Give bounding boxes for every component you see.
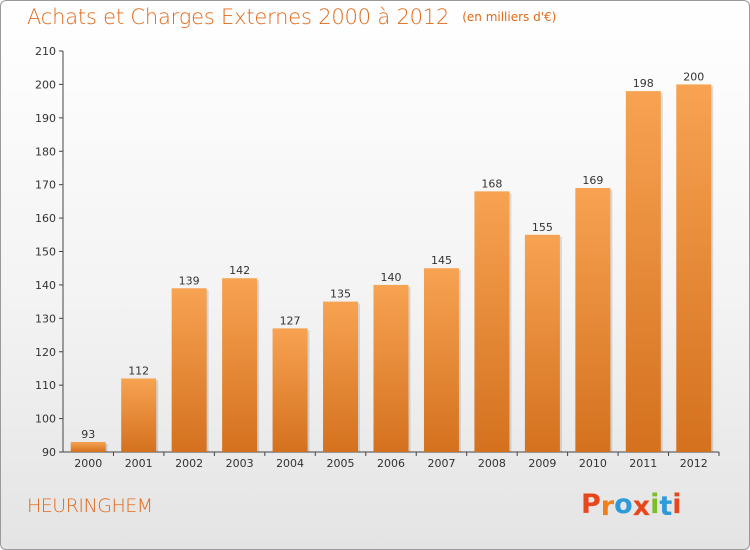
data-label: 93 <box>81 428 95 441</box>
x-tick-label: 2001 <box>125 457 153 470</box>
logo-letter: o <box>614 489 633 520</box>
bar-2003 <box>222 278 258 452</box>
data-label: 200 <box>683 70 704 83</box>
y-tick-label: 160 <box>35 212 56 225</box>
logo-letter: i <box>650 489 660 520</box>
bar-2008 <box>474 191 510 452</box>
y-tick-label: 200 <box>35 78 56 91</box>
bars <box>70 84 714 453</box>
bar-2009 <box>524 234 560 452</box>
y-tick-label: 100 <box>35 413 56 426</box>
title-row: Achats et Charges Externes 2000 à 2012 (… <box>27 5 556 29</box>
logo-letter: t <box>659 491 673 522</box>
logo-letter: i <box>672 489 682 520</box>
bar-2007 <box>423 268 459 452</box>
bar-2002 <box>171 288 207 452</box>
x-tick-label: 2009 <box>528 457 556 470</box>
bar-2011 <box>625 91 661 452</box>
bar-2006 <box>373 284 409 452</box>
bar-2005 <box>323 301 359 452</box>
commune-name: HEURINGHEM <box>27 495 153 517</box>
x-tick-label: 2005 <box>327 457 355 470</box>
y-tick-label: 90 <box>42 446 56 459</box>
data-label: 135 <box>330 288 351 301</box>
y-tick-label: 130 <box>35 312 56 325</box>
bar-2004 <box>272 328 308 452</box>
x-tick-label: 2012 <box>680 457 708 470</box>
data-label: 142 <box>229 264 250 277</box>
y-tick-label: 180 <box>35 145 56 158</box>
x-tick-label: 2000 <box>74 457 102 470</box>
y-tick-label: 140 <box>35 279 56 292</box>
data-label: 168 <box>481 177 502 190</box>
y-tick-label: 210 <box>35 45 56 58</box>
data-label: 112 <box>128 364 149 377</box>
proxiti-logo[interactable]: Proxiti <box>581 489 682 522</box>
y-tick-label: 120 <box>35 346 56 359</box>
y-tick-label: 110 <box>35 379 56 392</box>
y-tick-label: 170 <box>35 179 56 192</box>
bar-2010 <box>575 188 611 452</box>
y-tick-label: 150 <box>35 246 56 259</box>
data-label: 139 <box>179 274 200 287</box>
x-tick-label: 2010 <box>579 457 607 470</box>
data-label: 140 <box>381 271 402 284</box>
data-labels: 93 112 139 142 127 135 140 145 168 155 169 198 200 <box>81 70 704 441</box>
bar-2001 <box>121 378 157 452</box>
logo-letter: P <box>581 489 601 520</box>
chart-subtitle: (en milliers d'€) <box>462 10 557 24</box>
logo-letter: r <box>600 491 615 522</box>
data-label: 155 <box>532 221 553 234</box>
y-tick-label: 190 <box>35 112 56 125</box>
x-tick-label: 2011 <box>629 457 657 470</box>
x-tick-label: 2007 <box>427 457 455 470</box>
data-label: 145 <box>431 254 452 267</box>
x-tick-label: 2003 <box>226 457 254 470</box>
logo-letter: x <box>632 491 651 522</box>
chart-title: Achats et Charges Externes 2000 à 2012 <box>27 5 450 29</box>
bar-2000 <box>70 441 106 452</box>
x-tick-label: 2008 <box>478 457 506 470</box>
data-label: 169 <box>582 174 603 187</box>
axes: 90 100 110 120 130 140 150 160 170 180 190 200 210 20… <box>35 45 720 470</box>
x-tick-label: 2002 <box>175 457 203 470</box>
x-tick-label: 2006 <box>377 457 405 470</box>
x-tick-label: 2004 <box>276 457 304 470</box>
data-label: 198 <box>633 77 654 90</box>
bar-2012 <box>676 84 712 453</box>
data-label: 127 <box>280 314 301 327</box>
